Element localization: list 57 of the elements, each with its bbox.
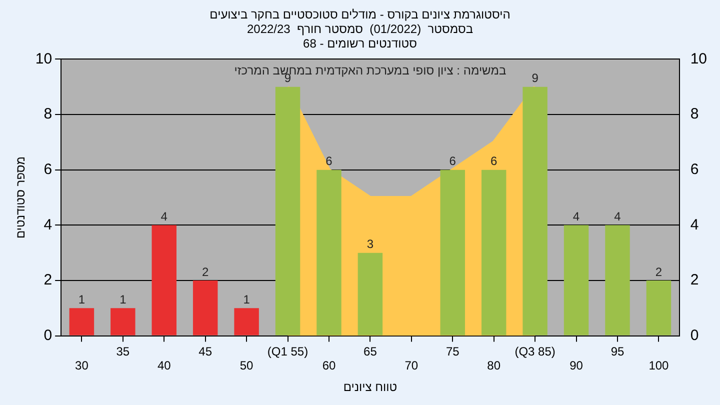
y2-tick-label: 6 xyxy=(690,160,699,178)
data-label: 6 xyxy=(449,154,456,168)
x-tick-label: (Q3 85) xyxy=(514,344,556,358)
data-label: 2 xyxy=(202,264,209,279)
bar xyxy=(605,225,630,336)
x-tick-label: 65 xyxy=(364,344,378,358)
bar xyxy=(646,280,672,336)
x-tick-label: 95 xyxy=(610,344,624,358)
y2-tick-label: 2 xyxy=(690,272,699,289)
x-tick-label: 35 xyxy=(116,344,130,358)
data-label: 4 xyxy=(572,209,580,224)
bar xyxy=(481,170,506,336)
data-label: 3 xyxy=(366,237,374,252)
data-label: 6 xyxy=(326,154,333,168)
data-label: 9 xyxy=(532,71,539,86)
x-tick-label: 40 xyxy=(157,358,172,373)
bar xyxy=(110,308,136,336)
x-tick-label: 75 xyxy=(446,344,460,358)
x-tick-label: 70 xyxy=(404,358,418,373)
x-tick-label: 100 xyxy=(648,358,670,373)
x-tick-label: (Q1 55) xyxy=(267,344,308,358)
chart-title: היסטוגרמת ציונים בקורס - מודלים סטוכסטיים בחקר ביצועים בסמסטר (01/2022) סמסטר חורף 2022/23 סטודנטים רשומים - 68 xyxy=(210,8,510,50)
bar xyxy=(69,308,94,336)
y-axis-title: מספר סטודנטים xyxy=(14,156,28,239)
bar xyxy=(234,308,259,336)
data-label: 1 xyxy=(78,292,86,306)
data-label: 4 xyxy=(614,209,622,224)
x-tick-label: 45 xyxy=(198,344,212,358)
x-tick-label: 30 xyxy=(75,358,89,373)
x-tick-label: 50 xyxy=(240,358,254,373)
bar xyxy=(358,252,383,336)
y2-tick-label: 10 xyxy=(690,50,708,68)
y2-tick-label: 4 xyxy=(690,216,699,234)
x-tick-label: 60 xyxy=(322,358,336,373)
x-tick-label: 90 xyxy=(570,358,584,373)
bar xyxy=(316,170,342,336)
data-label: 1 xyxy=(120,292,127,306)
y-tick-label: 8 xyxy=(44,106,52,123)
bar xyxy=(275,86,300,336)
y-tick-label: 4 xyxy=(44,216,52,234)
y2-tick-label: 8 xyxy=(690,106,699,123)
bar xyxy=(564,225,589,336)
data-label: 6 xyxy=(490,154,498,168)
y-tick-label: 0 xyxy=(44,326,52,344)
data-label: 1 xyxy=(243,292,250,306)
data-label: 2 xyxy=(655,264,662,279)
y-tick-label: 2 xyxy=(44,272,52,289)
bar xyxy=(522,86,548,336)
y-tick-label: 6 xyxy=(44,160,52,178)
x-axis-title: טווח ציונים xyxy=(343,380,398,394)
x-tick-label: 80 xyxy=(487,358,501,373)
bar xyxy=(440,170,465,336)
data-label: 4 xyxy=(160,209,168,224)
bar xyxy=(192,280,218,336)
y-tick-label: 10 xyxy=(35,50,52,68)
bar xyxy=(152,225,176,336)
y2-tick-label: 0 xyxy=(690,326,699,344)
